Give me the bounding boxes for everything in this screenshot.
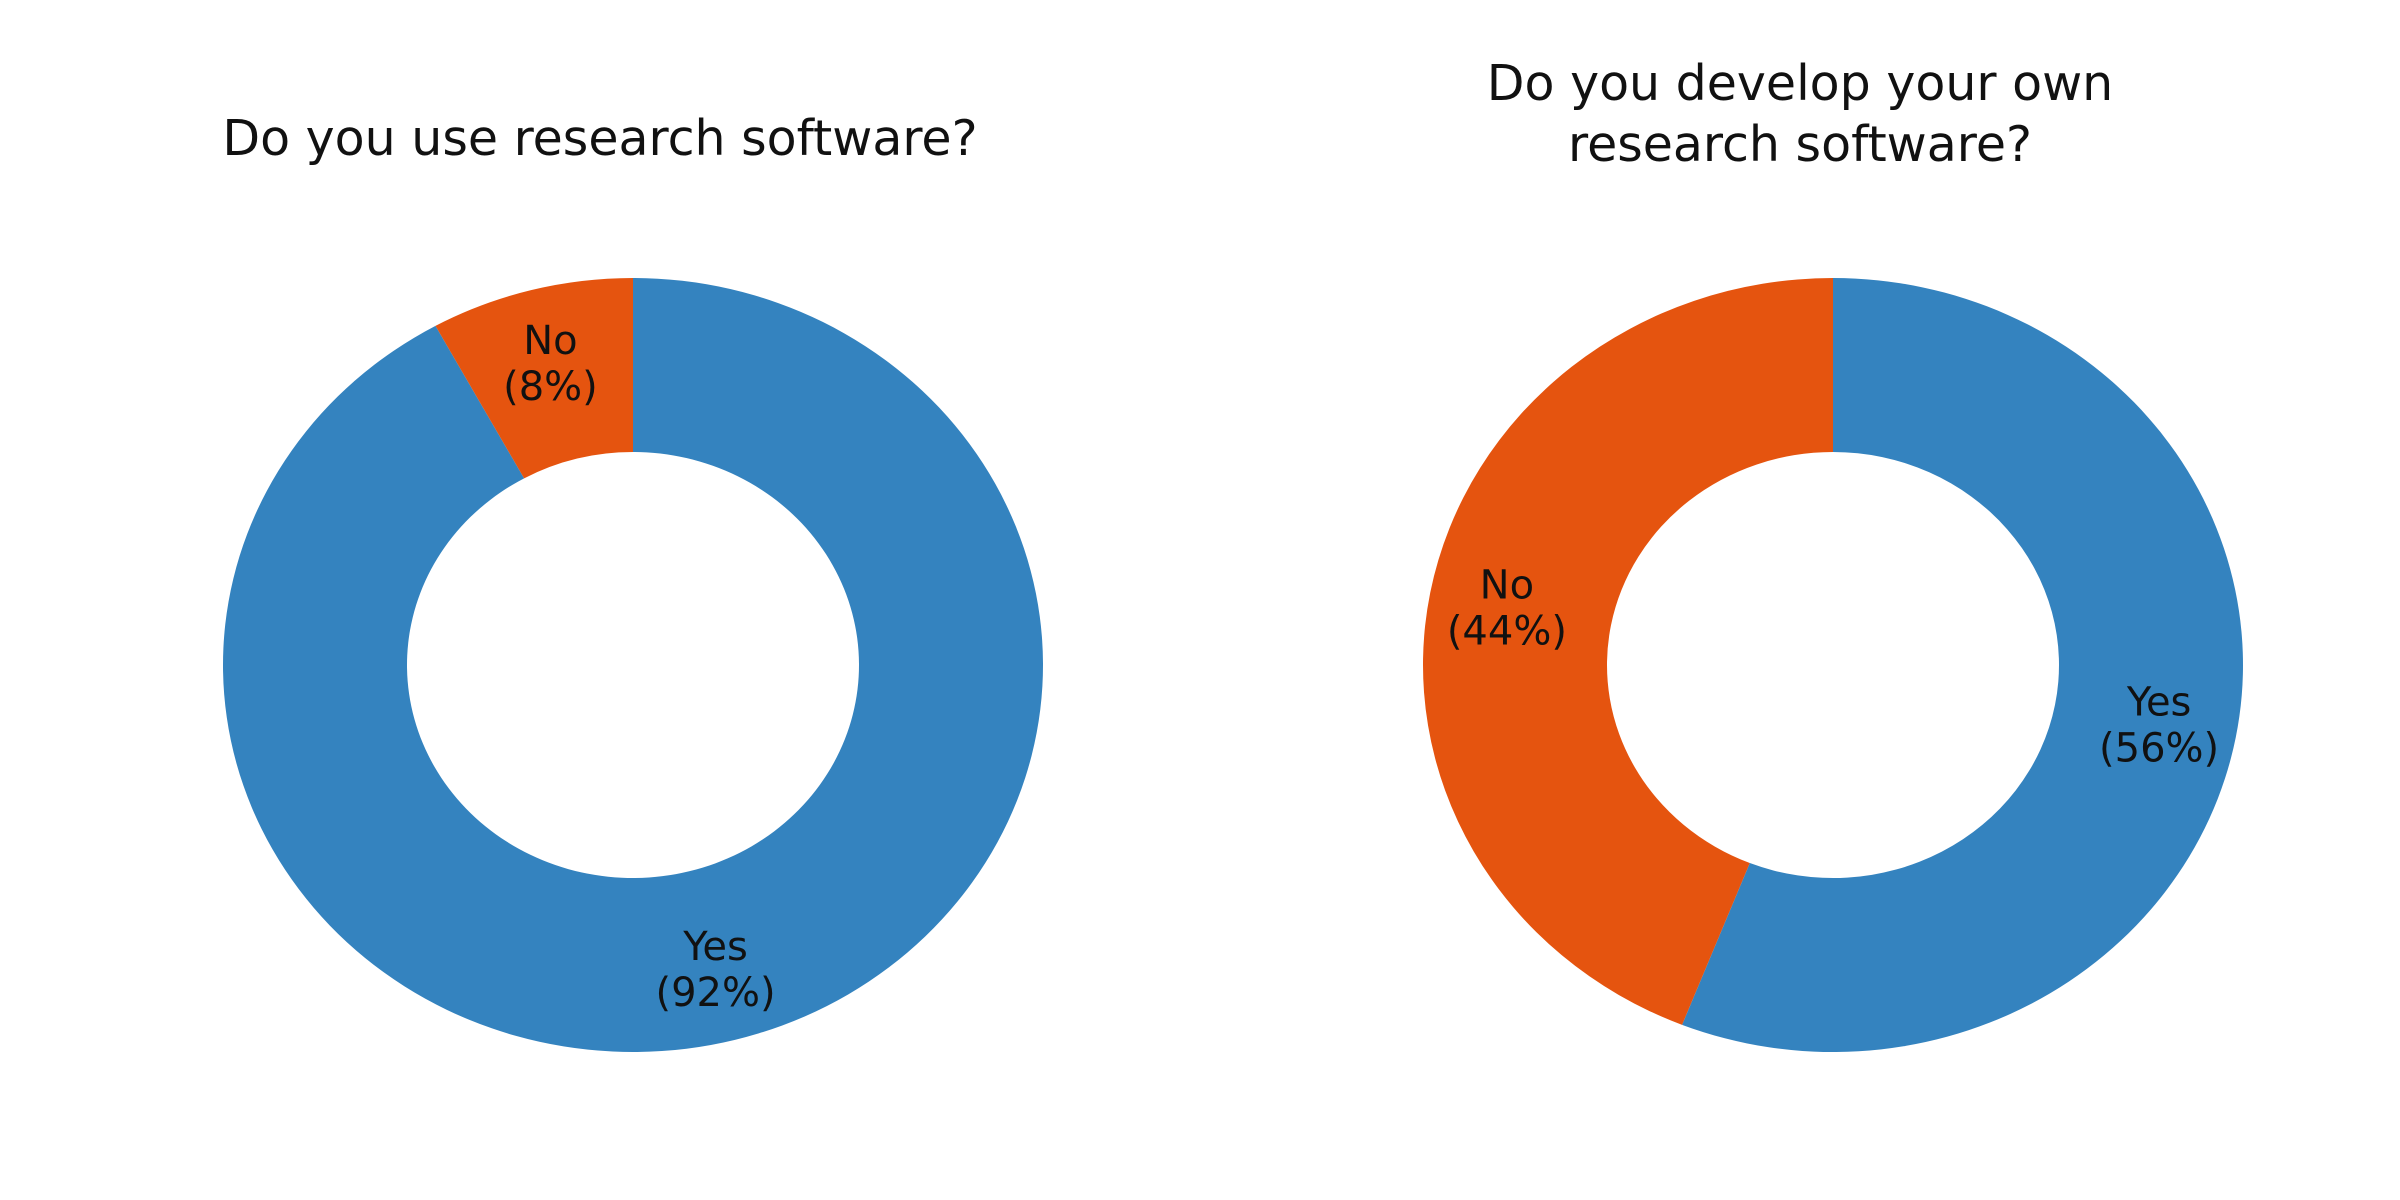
slice-label-right-yes: Yes (56%) (2099, 680, 2219, 772)
chart-title-left-line-1: Do you use research software? (222, 110, 978, 167)
slice-label-percent: (8%) (503, 364, 598, 410)
donut-slice-left-no (435, 278, 633, 479)
slice-label-name: Yes (682, 924, 748, 970)
slice-label-name: No (523, 318, 577, 364)
chart-title-right-line-2: research software? (1568, 116, 2032, 174)
slice-label-right-no: No (44%) (1447, 562, 1567, 654)
slice-label-left-yes: Yes (92%) (656, 924, 776, 1016)
donut-slice-right-yes (1682, 278, 2243, 1052)
slice-label-percent: (56%) (2099, 726, 2219, 772)
chart-title-right: Do you develop your own research softwar… (1200, 53, 2400, 176)
chart-panel-left: Do you use research software? Yes (92%) No… (0, 108, 1200, 1053)
chart-panel-right: Do you develop your own research softwar… (1200, 0, 2400, 1200)
slice-label-name: No (1480, 562, 1534, 608)
donut-slice-right-no (1423, 278, 1833, 1025)
slice-label-name: Yes (2126, 680, 2192, 726)
donut-chart-right: Yes (56%) No (44%) (1423, 278, 2243, 1052)
slice-label-left-no: No (8%) (503, 318, 598, 410)
donut-slice-left-yes (222, 278, 1043, 1053)
chart-title-right-line-1: Do you develop your own (1486, 55, 2114, 112)
slice-label-percent: (92%) (656, 970, 776, 1016)
chart-title-left: Do you use research software? (0, 108, 1200, 169)
slice-label-percent: (44%) (1447, 608, 1567, 654)
donut-chart-left: Yes (92%) No (8%) (222, 278, 1043, 1053)
